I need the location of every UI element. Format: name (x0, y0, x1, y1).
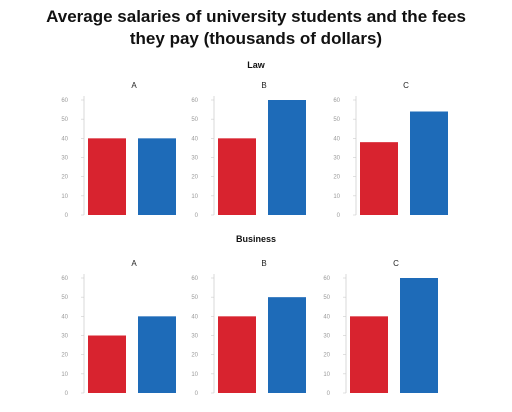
y-tick-label: 60 (61, 276, 68, 282)
y-tick-label: 0 (65, 213, 69, 219)
y-tick-label: 40 (191, 136, 198, 142)
y-tick-label: 50 (61, 295, 68, 301)
section-label-law: Law (247, 60, 265, 70)
y-tick-label: 10 (61, 372, 68, 378)
bar-blue (400, 278, 438, 393)
bar-chart-law-b: B 0 10 20 30 40 50 60 (191, 81, 306, 219)
y-tick-label: 50 (191, 295, 198, 301)
bar-blue (138, 138, 176, 215)
bar-chart-business-c: C 0 10 20 30 40 50 60 (323, 259, 438, 397)
y-tick-label: 30 (333, 156, 340, 162)
y-tick-label: 60 (61, 98, 68, 104)
bar-chart-law-a: A 0 10 20 30 40 50 60 (61, 81, 176, 219)
bar-blue (410, 111, 448, 215)
y-tick-label: 50 (333, 117, 340, 123)
y-tick-label: 50 (61, 117, 68, 123)
bar-red (218, 316, 256, 393)
bar-red (88, 138, 126, 215)
bar-blue (138, 316, 176, 393)
panel-title: C (393, 259, 399, 268)
y-tick-label: 40 (333, 136, 340, 142)
y-tick-label: 10 (191, 372, 198, 378)
section-label-business: Business (235, 234, 277, 244)
chart-title-line-2: they pay (thousands of dollars) (129, 29, 383, 48)
chart-title: Average salaries of university students … (0, 6, 512, 50)
y-tick-label: 0 (195, 391, 199, 397)
y-tick-label: 30 (191, 334, 198, 340)
y-tick-label: 20 (191, 353, 198, 359)
bar-red (360, 142, 398, 215)
y-tick-label: 20 (323, 353, 330, 359)
bar-red (88, 335, 126, 393)
y-tick-label: 50 (323, 295, 330, 301)
y-tick-label: 40 (61, 136, 68, 142)
y-tick-label: 60 (333, 98, 340, 104)
y-tick-label: 30 (191, 156, 198, 162)
y-tick-label: 60 (191, 98, 198, 104)
bar-chart-law-c: C 0 10 20 30 40 50 60 (333, 81, 448, 219)
y-tick-label: 40 (191, 314, 198, 320)
y-tick-label: 10 (333, 194, 340, 200)
y-tick-label: 0 (195, 213, 199, 219)
y-tick-label: 40 (61, 314, 68, 320)
chart-title-line-1: Average salaries of university students … (46, 7, 466, 26)
bar-blue (268, 297, 306, 393)
y-tick-label: 50 (191, 117, 198, 123)
y-tick-label: 20 (191, 175, 198, 181)
y-tick-label: 10 (191, 194, 198, 200)
panel-title: B (261, 81, 266, 90)
y-tick-label: 20 (61, 175, 68, 181)
y-tick-label: 0 (65, 391, 69, 397)
y-tick-label: 10 (61, 194, 68, 200)
panel-title: A (131, 81, 137, 90)
y-tick-label: 30 (61, 334, 68, 340)
y-tick-label: 20 (61, 353, 68, 359)
y-tick-label: 20 (333, 175, 340, 181)
bar-chart-business-a: A 0 10 20 30 40 50 60 (61, 259, 176, 397)
y-tick-label: 0 (327, 391, 331, 397)
y-tick-label: 30 (61, 156, 68, 162)
panel-title: A (131, 259, 137, 268)
bar-red (218, 138, 256, 215)
y-tick-label: 60 (323, 276, 330, 282)
y-tick-label: 30 (323, 334, 330, 340)
bar-blue (268, 100, 306, 215)
y-tick-label: 40 (323, 314, 330, 320)
panel-title: B (261, 259, 266, 268)
bar-red (350, 316, 388, 393)
y-tick-label: 0 (337, 213, 341, 219)
y-tick-label: 10 (323, 372, 330, 378)
bar-chart-business-b: B 0 10 20 30 40 50 60 (191, 259, 306, 397)
y-tick-label: 60 (191, 276, 198, 282)
panel-title: C (403, 81, 409, 90)
